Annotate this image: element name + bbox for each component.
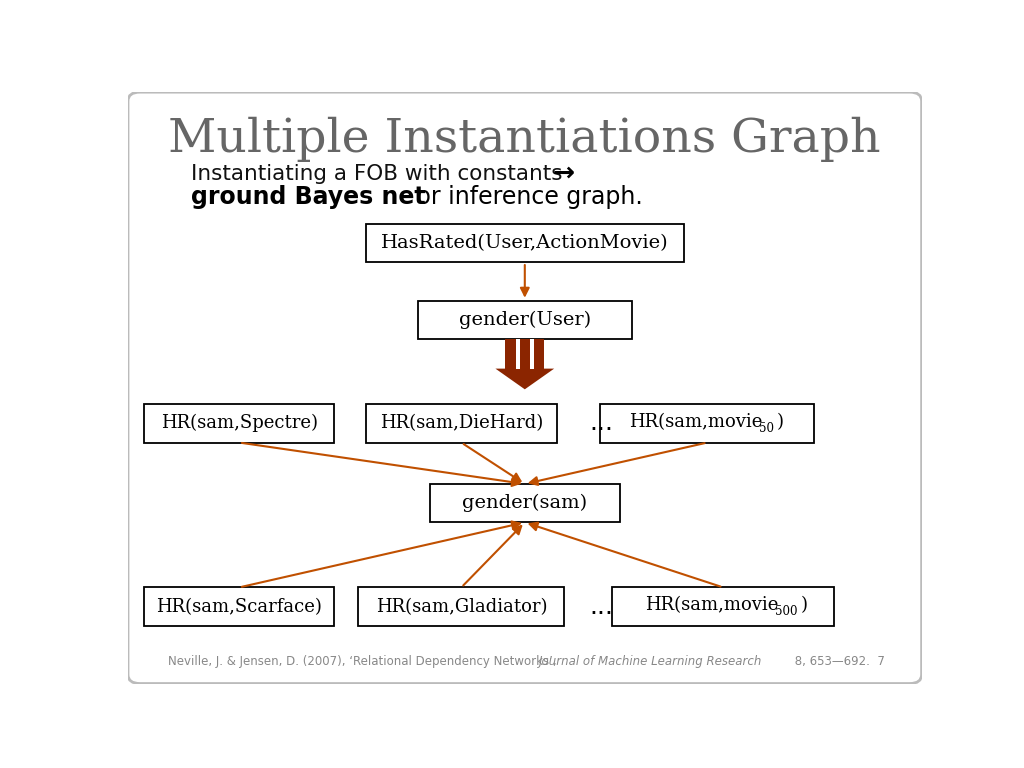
Text: HasRated(User,ActionMovie): HasRated(User,ActionMovie): [381, 234, 669, 252]
Bar: [506, 339, 516, 369]
Text: HR(sam,DieHard): HR(sam,DieHard): [380, 414, 543, 432]
Text: 50: 50: [759, 422, 774, 435]
Bar: [530, 339, 534, 369]
Text: HR(sam,Gladiator): HR(sam,Gladiator): [376, 598, 547, 616]
Text: Multiple Instantiations Graph: Multiple Instantiations Graph: [169, 117, 881, 162]
Text: 500: 500: [775, 605, 798, 618]
Text: HR(sam,Scarface): HR(sam,Scarface): [157, 598, 322, 616]
Bar: [358, 588, 564, 626]
Text: HR(sam,Spectre): HR(sam,Spectre): [161, 414, 317, 432]
Bar: [534, 339, 544, 369]
Text: ...: ...: [590, 412, 613, 435]
Bar: [516, 339, 519, 369]
Text: HR(sam,movie: HR(sam,movie: [645, 597, 778, 614]
Bar: [430, 484, 621, 522]
Bar: [367, 404, 557, 442]
Text: ground Bayes net: ground Bayes net: [191, 185, 426, 210]
Text: Journal of Machine Learning Research: Journal of Machine Learning Research: [539, 654, 763, 667]
Text: 8, 653—692.  7: 8, 653—692. 7: [792, 654, 886, 667]
Bar: [367, 223, 684, 262]
Text: →: →: [553, 161, 574, 187]
Bar: [600, 404, 814, 442]
Text: Instantiating a FOB with constants: Instantiating a FOB with constants: [191, 164, 570, 184]
Text: ): ): [801, 597, 808, 614]
Bar: [519, 339, 530, 369]
Text: ...: ...: [590, 594, 613, 619]
Text: ): ): [776, 413, 783, 431]
Text: gender(User): gender(User): [459, 311, 591, 329]
Bar: [418, 300, 632, 339]
Text: Neville, J. & Jensen, D. (2007), ‘Relational Dependency Networks’,: Neville, J. & Jensen, D. (2007), ‘Relati…: [168, 654, 560, 667]
Bar: [143, 404, 334, 442]
Bar: [612, 588, 835, 626]
Bar: [143, 588, 334, 626]
FancyBboxPatch shape: [128, 92, 922, 684]
Polygon shape: [496, 369, 554, 389]
Text: or inference graph.: or inference graph.: [409, 185, 643, 210]
Text: gender(sam): gender(sam): [462, 494, 588, 512]
Text: HR(sam,movie: HR(sam,movie: [629, 413, 762, 431]
